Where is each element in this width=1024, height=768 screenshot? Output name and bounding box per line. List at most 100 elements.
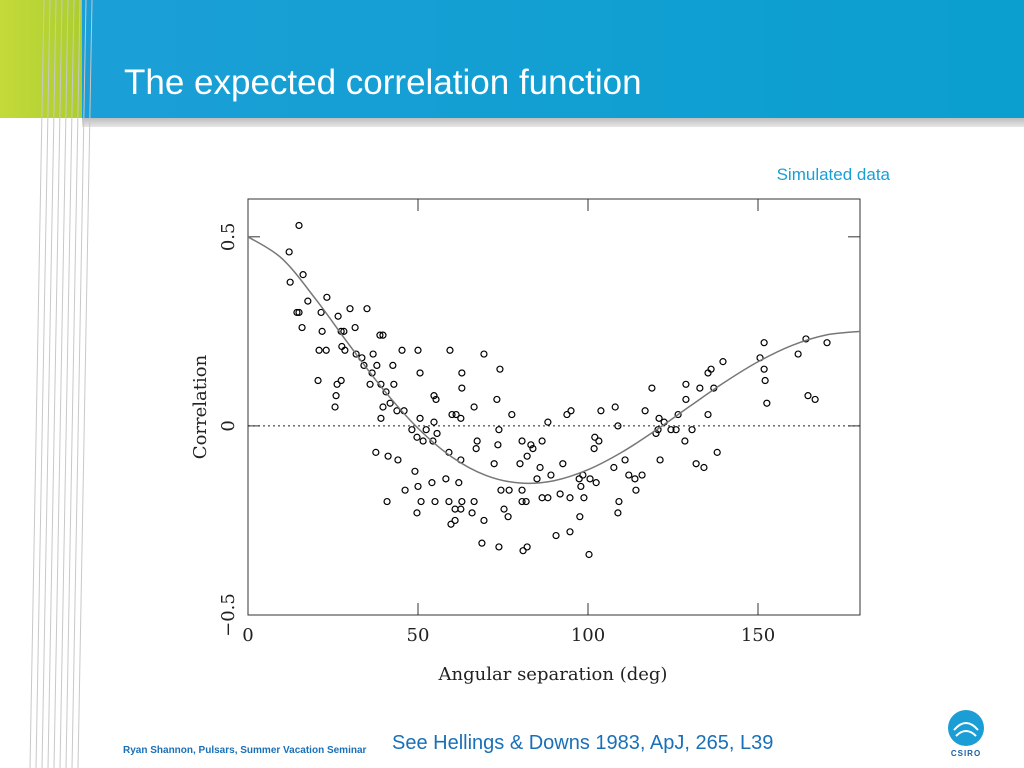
data-point (317, 308, 325, 317)
data-point (591, 433, 599, 441)
data-point (577, 482, 585, 491)
data-point (422, 426, 430, 434)
data-point (346, 305, 354, 313)
data-point (519, 547, 527, 555)
data-point (497, 486, 505, 494)
data-point (379, 331, 387, 339)
data-point (538, 437, 546, 445)
data-point (544, 494, 552, 502)
data-point (682, 395, 690, 404)
data-point (337, 376, 345, 385)
data-point (341, 346, 349, 354)
data-point (672, 426, 680, 434)
data-point (445, 497, 453, 506)
data-point (667, 426, 675, 434)
x-tick-label: 0 (242, 625, 253, 646)
data-point (656, 456, 664, 464)
decor-lines (29, 0, 93, 768)
data-point (529, 445, 537, 453)
data-point (293, 308, 301, 317)
x-tick-label: 150 (741, 625, 775, 646)
data-point (632, 486, 640, 494)
data-point (408, 426, 416, 434)
data-point (416, 369, 424, 377)
x-tick-label: 100 (571, 625, 605, 646)
data-point (480, 350, 488, 358)
data-point (382, 388, 390, 396)
data-point (518, 497, 526, 506)
data-point (707, 365, 715, 373)
slide-title: The expected correlation function (124, 63, 642, 102)
data-point (559, 460, 567, 468)
data-point (431, 497, 439, 506)
data-point (575, 475, 583, 483)
data-point (448, 410, 456, 419)
plot: 0 50 100 150−0.500.5 (218, 198, 861, 646)
data-point (592, 479, 600, 487)
data-point (369, 350, 377, 358)
data-point (340, 327, 348, 335)
data-point (566, 528, 574, 536)
data-point (314, 376, 322, 385)
data-point (794, 350, 802, 358)
data-point (692, 460, 700, 468)
data-point (419, 437, 427, 445)
plot-frame (247, 198, 861, 616)
data-point (428, 479, 436, 487)
data-point (394, 456, 402, 464)
data-point (413, 509, 421, 517)
data-point (763, 399, 771, 407)
data-point (379, 403, 387, 411)
data-point (352, 350, 360, 358)
data-point (373, 361, 381, 369)
data-point (518, 437, 526, 445)
y-tick-label: 0.5 (218, 222, 239, 251)
data-point (505, 486, 513, 494)
data-point (389, 361, 397, 369)
data-point (538, 494, 546, 502)
data-point (655, 414, 663, 422)
data-point (719, 358, 727, 366)
data-point (508, 410, 516, 419)
data-point (433, 429, 441, 438)
data-point (493, 395, 501, 404)
data-point (318, 327, 326, 335)
data-point (360, 361, 368, 369)
annotation: Simulated data (777, 165, 891, 184)
data-point (446, 346, 454, 354)
data-point (688, 426, 696, 434)
data-point (536, 463, 544, 472)
data-point (811, 395, 819, 404)
data-point (351, 323, 359, 332)
data-point (458, 369, 466, 377)
data-point (760, 339, 768, 347)
data-point (533, 475, 541, 483)
data-point (430, 392, 438, 400)
data-point (567, 407, 575, 415)
y-tick-label: 0 (218, 420, 239, 431)
data-point (556, 490, 564, 498)
data-point (304, 297, 312, 305)
data-point (417, 497, 425, 506)
data-point (458, 497, 466, 506)
data-point (518, 486, 526, 494)
data-point (372, 448, 380, 456)
data-point (377, 414, 385, 422)
data-point (590, 445, 598, 453)
data-point (458, 384, 466, 392)
data-point (429, 437, 437, 445)
data-point (315, 346, 323, 354)
data-point (322, 346, 330, 354)
reference: See Hellings & Downs 1983, ApJ, 265, L39 (392, 732, 773, 754)
data-point (363, 305, 371, 313)
data-point (323, 293, 331, 301)
x-axis-label: Angular separation (deg) (438, 664, 668, 685)
data-point (452, 410, 460, 419)
data-point (494, 441, 502, 449)
data-point (457, 505, 465, 513)
data-point (401, 486, 409, 494)
model-curve (247, 236, 861, 485)
data-point (470, 497, 478, 506)
data-point (704, 410, 712, 419)
